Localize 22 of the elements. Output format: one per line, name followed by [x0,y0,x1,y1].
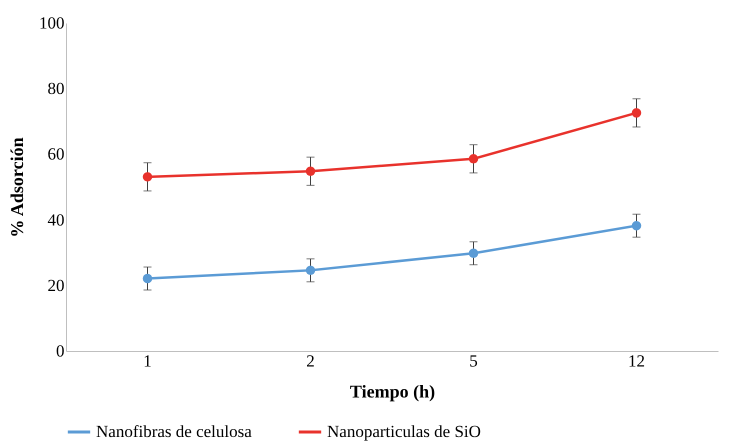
x-axis-title: Tiempo (h) [350,382,436,402]
x-tick-label: 5 [469,352,478,370]
point [306,266,316,276]
point [142,274,152,284]
legend-label: Nanoparticulas de SiO [327,422,481,441]
y-axis-title: % Adsorción [7,137,27,238]
y-tick-label: 0 [56,342,64,360]
y-tick-label: 80 [48,79,64,98]
point [632,108,642,118]
legend-label: Nanofibras de celulosa [96,422,252,441]
point [468,154,478,164]
point [142,172,152,182]
point [468,248,478,258]
y-tick-label: 100 [39,14,64,32]
y-tick-label: 40 [48,210,64,230]
y-tick-label: 60 [48,144,64,164]
x-tick-label: 1 [143,352,152,370]
x-tick-label: 12 [628,352,645,370]
x-tick-label: 2 [306,352,315,370]
point [306,166,316,176]
y-tick-label: 20 [48,276,64,295]
point [632,220,642,230]
